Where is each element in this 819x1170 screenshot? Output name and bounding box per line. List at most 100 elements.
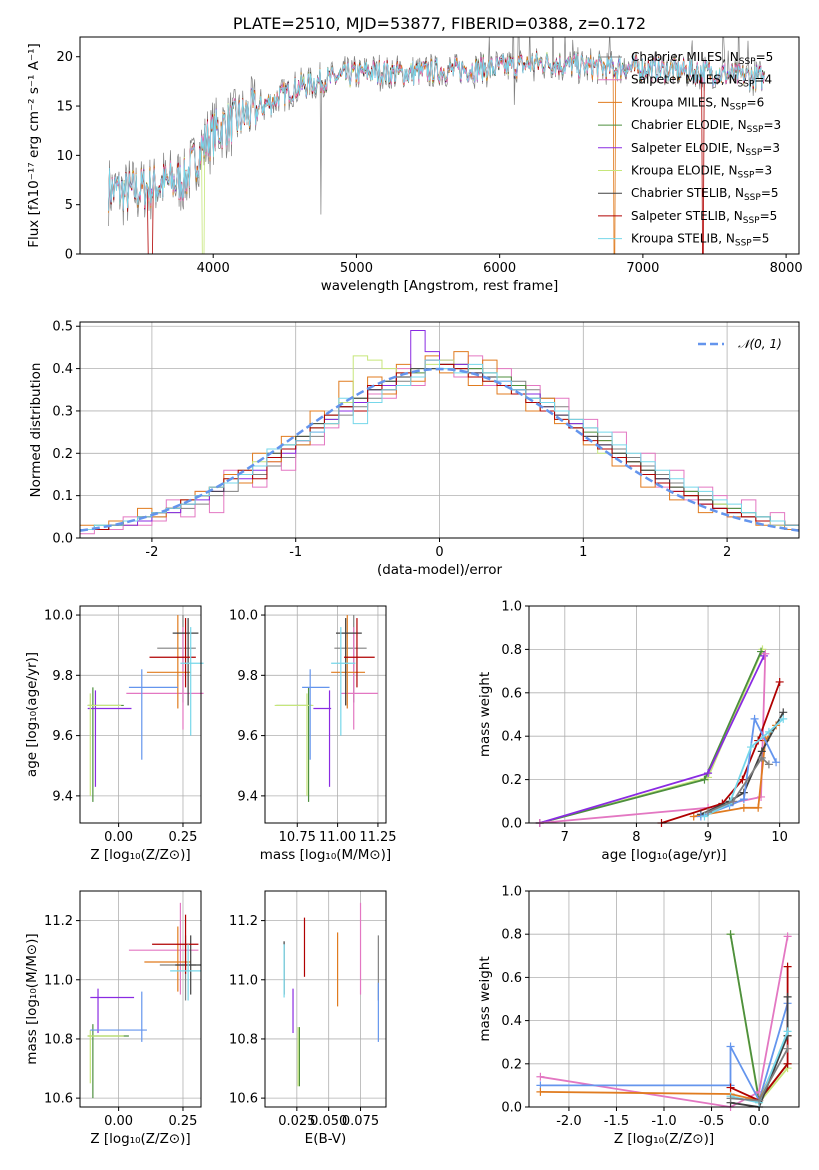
x-tick-label: 5000 <box>340 261 373 276</box>
y-tick-label: 10.6 <box>229 1092 258 1107</box>
y-tick-label: 1.0 <box>501 600 522 615</box>
weight-marker <box>779 714 788 723</box>
y-tick-label: 0.8 <box>501 928 522 943</box>
y-axis-label: mass weight <box>477 672 493 757</box>
x-tick-label: 4000 <box>197 261 230 276</box>
legend-entry: Kroupa STELIB, NSSP=5 <box>631 232 769 249</box>
axes-frame <box>79 36 800 255</box>
x-tick-label: 1 <box>579 545 587 560</box>
y-tick-label: 10.0 <box>229 609 258 624</box>
x-tick-label: 7000 <box>626 261 659 276</box>
y-tick-label: 9.8 <box>52 669 73 684</box>
legend-entry: Chabrier STELIB, NSSP=5 <box>631 186 779 203</box>
panel-spectrum: 4000 5000 6000 7000 8000 0 5 10 15 20 wavelength [… <box>26 36 803 294</box>
y-tick-label: 9.6 <box>237 729 258 744</box>
legend-entry: Kroupa MILES, NSSP=6 <box>631 95 764 112</box>
plot-area <box>536 930 792 1111</box>
y-tick-label: 11.2 <box>229 914 258 929</box>
y-tick-label: 20 <box>56 50 73 65</box>
weight-marker <box>757 753 766 762</box>
x-tick-label: 6000 <box>483 261 516 276</box>
panel-residuals: -2 -1 0 1 2 0.0 0.1 0.2 0.3 0.4 0.5 (data-model)/er… <box>28 320 800 578</box>
legend-entry: Chabrier MILES, NSSP=5 <box>631 50 773 67</box>
legend-entry: Kroupa ELODIE, NSSP=3 <box>631 164 772 181</box>
x-tick-label: 0.050 <box>310 1114 347 1129</box>
y-tick-label: 0.2 <box>52 447 73 462</box>
y-tick-label: 0.5 <box>52 320 73 335</box>
panel-mass-age: 10.75 11.00 11.25 9.4 9.6 9.8 10.0 mass [log₁₀(… <box>229 605 397 863</box>
y-tick-label: 0.4 <box>52 362 73 377</box>
panel-z-mass: 0.00 0.25 10.6 10.8 11.0 11.2 Z [log₁₀(Z/Z⊙)] m… <box>24 890 202 1147</box>
plot-area <box>274 615 378 802</box>
y-axis-label: mass weight <box>477 956 493 1041</box>
x-tick-label: 11.00 <box>319 830 356 845</box>
y-tick-label: 11.0 <box>44 973 73 988</box>
weight-marker <box>729 797 738 806</box>
x-tick-label: 0.25 <box>169 1114 198 1129</box>
legend-entry: 𝒩(0, 1) <box>738 337 782 351</box>
weight-line-salpeter-elodie <box>539 655 765 824</box>
y-tick-label: 0.0 <box>501 1101 522 1116</box>
y-tick-label: 0.0 <box>52 532 73 547</box>
y-tick-label: 0.0 <box>501 817 522 832</box>
chart-title: PLATE=2510, MJD=53877, FIBERID=0388, z=0… <box>233 14 646 33</box>
plot-area <box>87 615 204 802</box>
panel-z-weight: -2.0 -1.5 -1.0 -0.5 0.0 0.0 0.2 0.4 0.6 0.8 1.0 Z [… <box>477 885 800 1147</box>
y-tick-label: 15 <box>56 100 73 115</box>
weight-marker <box>775 677 784 686</box>
y-tick-label: 0 <box>65 248 73 263</box>
x-axis-label: Z [log₁₀(Z/Z⊙)] <box>90 847 190 863</box>
x-axis-label: age [log₁₀(age/yr)] <box>601 847 726 863</box>
y-tick-label: 0.3 <box>52 404 73 419</box>
y-axis-label: Normed distribution <box>28 363 44 498</box>
y-tick-label: 0.8 <box>501 643 522 658</box>
y-tick-label: 9.4 <box>52 789 73 804</box>
legend-entry: Salpeter MILES, NSSP=4 <box>631 73 772 90</box>
weight-marker <box>783 962 792 971</box>
legend-entry: Salpeter ELODIE, NSSP=3 <box>631 141 780 158</box>
y-tick-label: 0.2 <box>501 773 522 788</box>
x-tick-label: 0.025 <box>278 1114 315 1129</box>
y-tick-label: 0.2 <box>501 1057 522 1072</box>
x-tick-label: 10.75 <box>279 830 316 845</box>
x-axis-label: mass [log₁₀(M/M⊙)] <box>260 847 391 863</box>
weight-marker <box>783 1027 792 1036</box>
weight-marker <box>783 992 792 1001</box>
weight-marker <box>536 1087 545 1096</box>
weight-marker <box>757 792 766 801</box>
weight-marker <box>536 1072 545 1081</box>
weight-marker <box>757 647 766 656</box>
plot-area <box>87 902 201 1099</box>
weight-marker <box>764 760 773 769</box>
weight-marker <box>783 1044 792 1053</box>
weight-marker <box>754 803 763 812</box>
y-tick-label: 1.0 <box>501 885 522 900</box>
y-axis-label: age [log₁₀(age/yr)] <box>24 652 40 777</box>
weight-marker <box>761 649 770 658</box>
axes-frame <box>79 890 202 1108</box>
weight-marker <box>739 795 748 804</box>
plot-area <box>535 645 788 827</box>
axes-frame <box>264 605 387 824</box>
plot-area <box>108 37 765 254</box>
x-tick-label: -2.0 <box>556 1114 581 1129</box>
spectrum-line-kroupa-stelib <box>108 52 765 211</box>
weight-marker <box>783 1059 792 1068</box>
x-tick-label: 0.0 <box>749 1114 770 1129</box>
legend-entry: Salpeter STELIB, NSSP=5 <box>631 209 777 226</box>
legend-entry: Chabrier ELODIE, NSSP=3 <box>631 118 781 135</box>
weight-marker <box>700 812 709 821</box>
y-tick-label: 9.4 <box>237 789 258 804</box>
weight-marker <box>689 812 698 821</box>
x-tick-label: -0.5 <box>699 1114 724 1129</box>
y-tick-label: 0.1 <box>52 489 73 504</box>
axes-frame <box>79 605 202 824</box>
weight-marker <box>764 727 773 736</box>
weight-marker <box>772 758 781 767</box>
x-tick-label: -1 <box>289 545 302 560</box>
weight-marker <box>726 930 735 939</box>
y-tick-label: 11.2 <box>44 914 73 929</box>
y-tick-label: 9.8 <box>237 669 258 684</box>
